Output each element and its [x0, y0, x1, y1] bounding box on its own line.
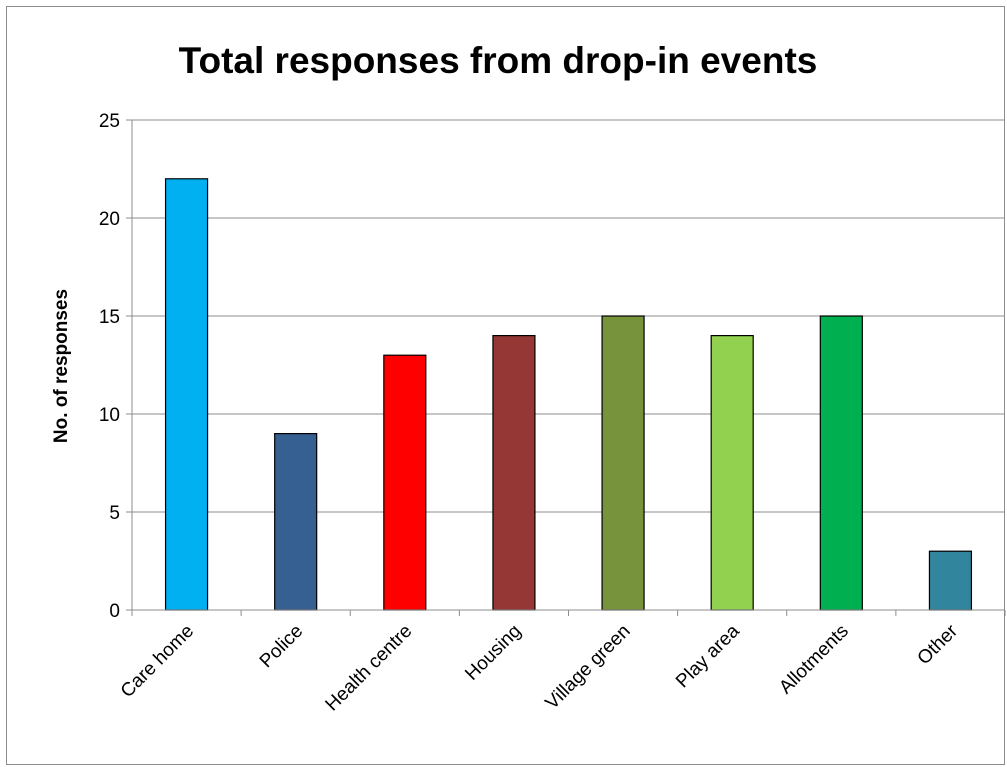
bar-police: [274, 433, 318, 611]
bar-care-home: [164, 178, 209, 611]
bar-village-green: [601, 315, 645, 611]
y-tick-label: 15: [99, 307, 120, 328]
bar-other: [928, 550, 973, 611]
bar-allotments: [819, 315, 863, 611]
bar-housing: [492, 335, 536, 611]
bar-health-centre: [383, 354, 427, 611]
y-tick-label: 25: [99, 111, 120, 132]
x-tick-label: Police: [256, 621, 307, 672]
gridlines: [132, 119, 1005, 513]
y-tick-label: 10: [99, 405, 120, 426]
y-tick-labels: 0 5 10 15 20 25: [99, 111, 132, 622]
y-axis-label: No. of responses: [51, 289, 72, 443]
x-tick-label: Housing: [461, 621, 525, 685]
chart-title: Total responses from drop-in events: [179, 40, 818, 81]
y-tick-label: 5: [109, 503, 120, 524]
bar-play-area: [710, 335, 754, 611]
x-tick-label: Health centre: [322, 621, 417, 716]
bars: [164, 178, 973, 611]
y-tick-label: 0: [109, 601, 120, 622]
x-tick-label: Allotments: [775, 621, 853, 699]
y-tick-label: 20: [99, 209, 120, 230]
x-tick-label: Play area: [672, 620, 744, 692]
x-tick-labels: Care home Police Health centre Housing Villa…: [117, 610, 1006, 716]
x-tick-label: Other: [914, 620, 963, 669]
axes: [131, 120, 1005, 611]
x-tick-label: Care home: [117, 621, 198, 702]
x-tick-label: Village green: [542, 621, 635, 714]
